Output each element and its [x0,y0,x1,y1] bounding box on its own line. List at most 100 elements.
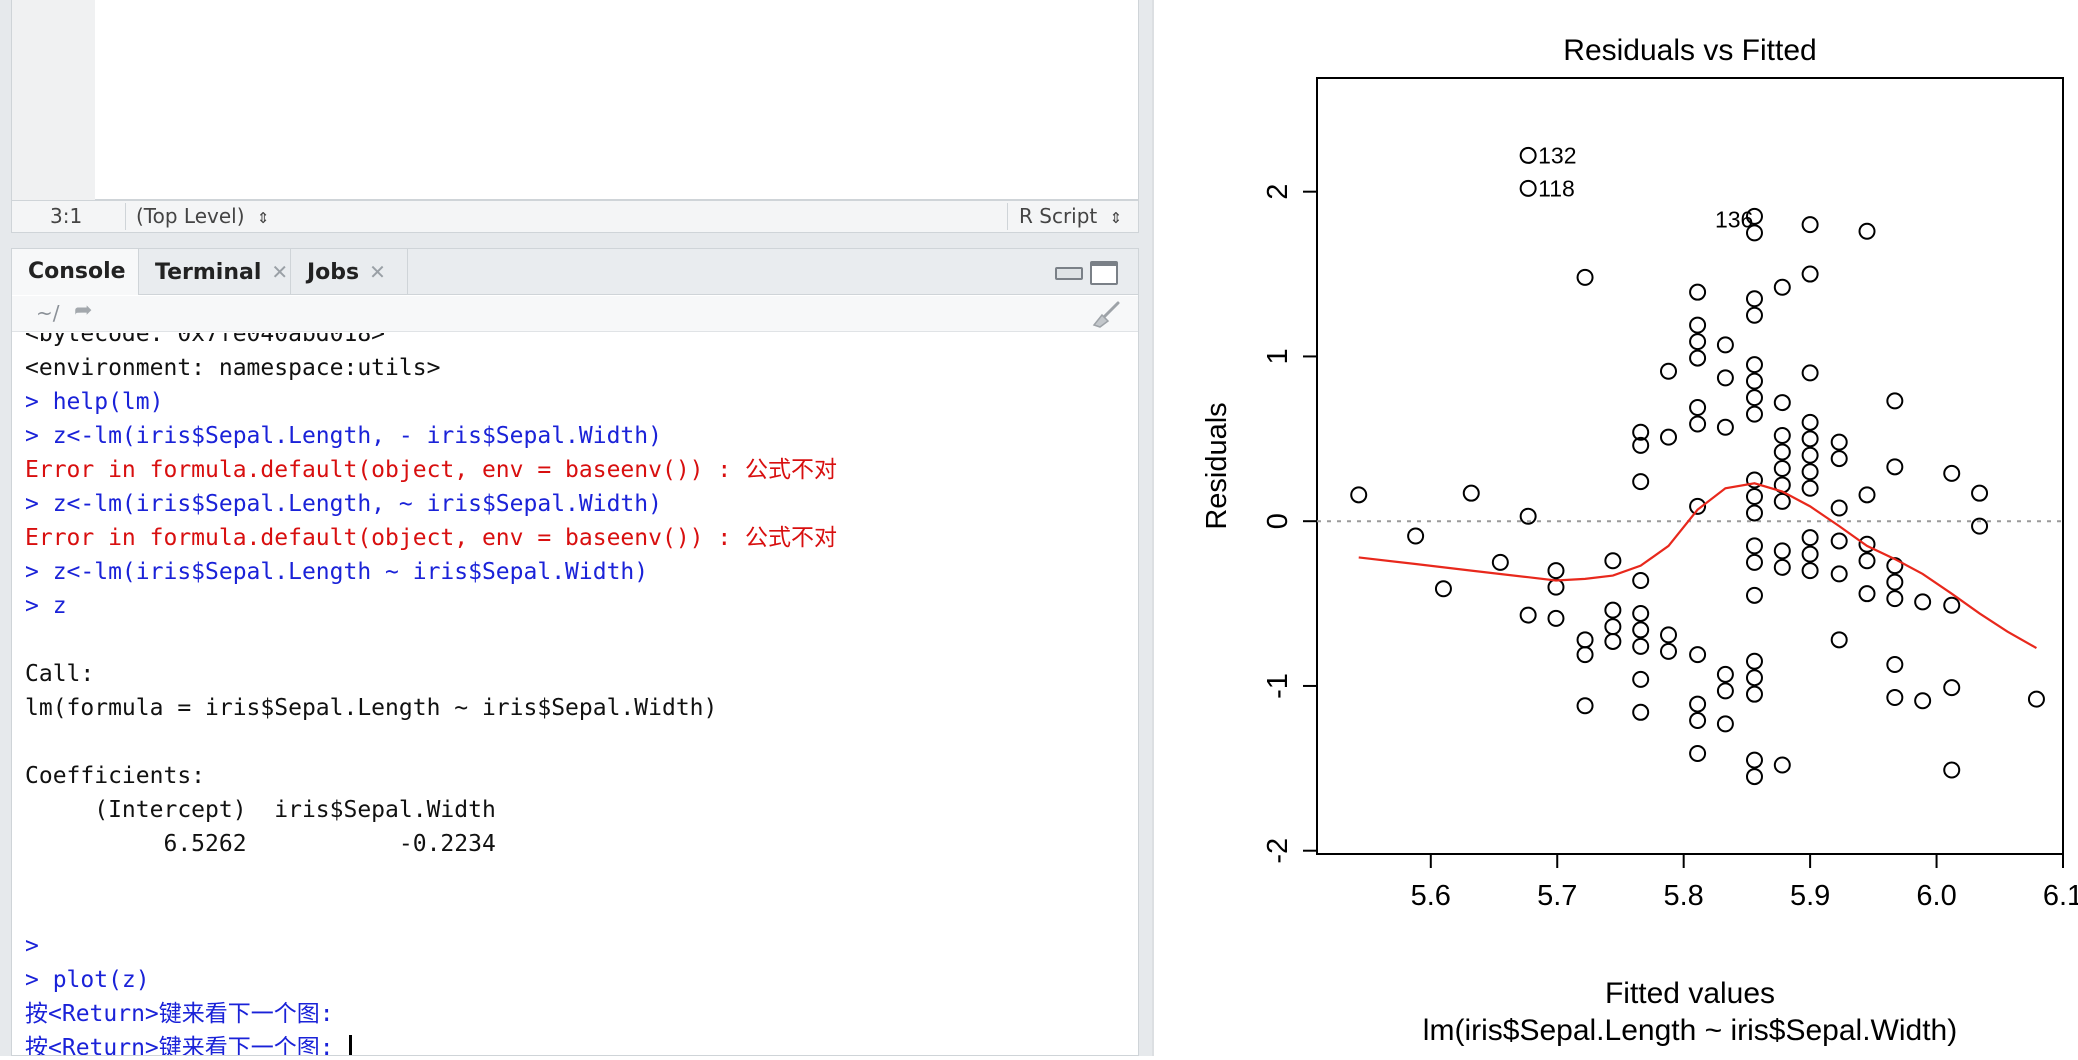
cursor-position: 3:1 [50,204,83,228]
tab-terminal[interactable]: Terminal ✕ [139,249,291,295]
residual-point [1519,179,1537,197]
residual-point [1971,484,1989,502]
residual-point [1689,399,1707,417]
status-divider [125,203,126,230]
residual-point [1971,517,1989,535]
close-icon[interactable]: ✕ [271,260,289,284]
clear-console-icon[interactable] [1090,300,1122,328]
residual-point [1632,423,1650,441]
residual-point [1716,682,1734,700]
working-directory-bar: ~/ ➦ [12,296,1138,332]
editor-status-bar: 3:1 (Top Level) ⇕ R Script ⇕ [11,200,1139,233]
tab-label: Console [28,259,126,284]
residual-point [1407,527,1425,545]
residual-point [1801,413,1819,431]
console-line: Error in formula.default(object, env = b… [25,525,838,551]
residual-point [1745,669,1763,687]
console-line: 6.5262 -0.2234 [25,831,496,857]
console-line: > z<-lm(iris$Sepal.Length, ~ iris$Sepal.… [25,491,662,517]
residual-point [1830,450,1848,468]
residual-point [1801,545,1819,563]
console-line: (Intercept) iris$Sepal.Width [25,797,496,823]
residual-point [1689,712,1707,730]
residual-point [1773,756,1791,774]
residual-point [1943,464,1961,482]
tab-label: Jobs [307,260,360,285]
maximize-pane-icon[interactable] [1090,261,1118,285]
residual-point [1886,573,1904,591]
residual-point [1632,670,1650,688]
text-cursor [349,1034,353,1055]
residual-point [1943,679,1961,697]
file-type-selector[interactable]: R Script ⇕ [1019,201,1122,232]
residual-point [1745,487,1763,505]
residual-point [1858,222,1876,240]
residual-point [1830,631,1848,649]
residual-point [1632,621,1650,639]
console-line: <environment: namespace:utils> [25,355,441,381]
y-axis-label: Residuals [1201,402,1233,529]
residual-point [1576,646,1594,664]
residual-point [1689,744,1707,762]
residual-point [1801,446,1819,464]
outlier-label: 132 [1538,142,1576,168]
residual-point [1830,532,1848,550]
residual-point [1801,529,1819,547]
working-directory[interactable]: ~/ [36,301,60,325]
residual-point [1801,479,1819,497]
residual-point [1886,557,1904,575]
console-line: Call: [25,661,95,687]
residual-point [1745,768,1763,786]
updown-arrows-icon: ⇕ [1109,209,1123,227]
residual-point [1632,436,1650,454]
residual-point [1801,216,1819,234]
minimize-pane-icon[interactable] [1055,267,1083,280]
residual-point [1689,283,1707,301]
console-pane: Console Terminal ✕ Jobs ✕ ~/ ➦ <bytecode: … [11,248,1139,1056]
residual-point [1632,604,1650,622]
rstudio-left-column: 3:1 (Top Level) ⇕ R Script ⇕ Console Ter… [0,0,1152,1056]
residual-point [1576,631,1594,649]
residual-point [1434,580,1452,598]
tab-jobs[interactable]: Jobs ✕ [291,249,408,295]
residual-point [1716,336,1734,354]
residual-point [1632,637,1650,655]
tab-console[interactable]: Console [12,249,139,295]
residual-point [1801,430,1819,448]
residual-point [1886,656,1904,674]
console-tab-bar: Console Terminal ✕ Jobs ✕ [12,249,1138,295]
residual-point [1716,715,1734,733]
console-line: 按<Return>键来看下一个图: [25,1001,334,1027]
residual-point [1745,224,1763,242]
file-type-label: R Script [1019,204,1098,228]
residual-point [1745,652,1763,670]
outlier-label: 136 [1715,207,1753,233]
console-output[interactable]: <bytecode: 0x7fe040abd018> <environment: … [12,333,1138,1055]
console-line: > [25,933,39,959]
residual-point [1943,596,1961,614]
model-formula-label: lm(iris$Sepal.Length ~ iris$Sepal.Width) [1423,1014,1957,1047]
residual-point [1660,642,1678,660]
go-to-directory-icon[interactable]: ➦ [74,298,93,323]
residual-point [1858,585,1876,603]
residual-point [1716,369,1734,387]
residual-point [1660,626,1678,644]
console-line: <bytecode: 0x7fe040abd018> [25,333,386,347]
residual-point [1858,552,1876,570]
console-line: 按<Return>键来看下一个图: [25,1031,353,1055]
x-tick-label: 5.8 [1664,880,1704,912]
residual-point [1350,486,1368,504]
scope-selector[interactable]: (Top Level) ⇕ [136,201,269,232]
residual-point [1773,394,1791,412]
console-line: > z<-lm(iris$Sepal.Length, - iris$Sepal.… [25,423,662,449]
residual-point [1745,306,1763,324]
residual-point [1716,418,1734,436]
source-editor[interactable] [11,0,1139,200]
residual-point [1914,692,1932,710]
residual-point [1801,364,1819,382]
status-divider [1007,203,1008,230]
console-line: > z [25,593,67,619]
residual-point [1745,389,1763,407]
close-icon[interactable]: ✕ [369,260,386,284]
line-number-gutter [12,0,95,200]
